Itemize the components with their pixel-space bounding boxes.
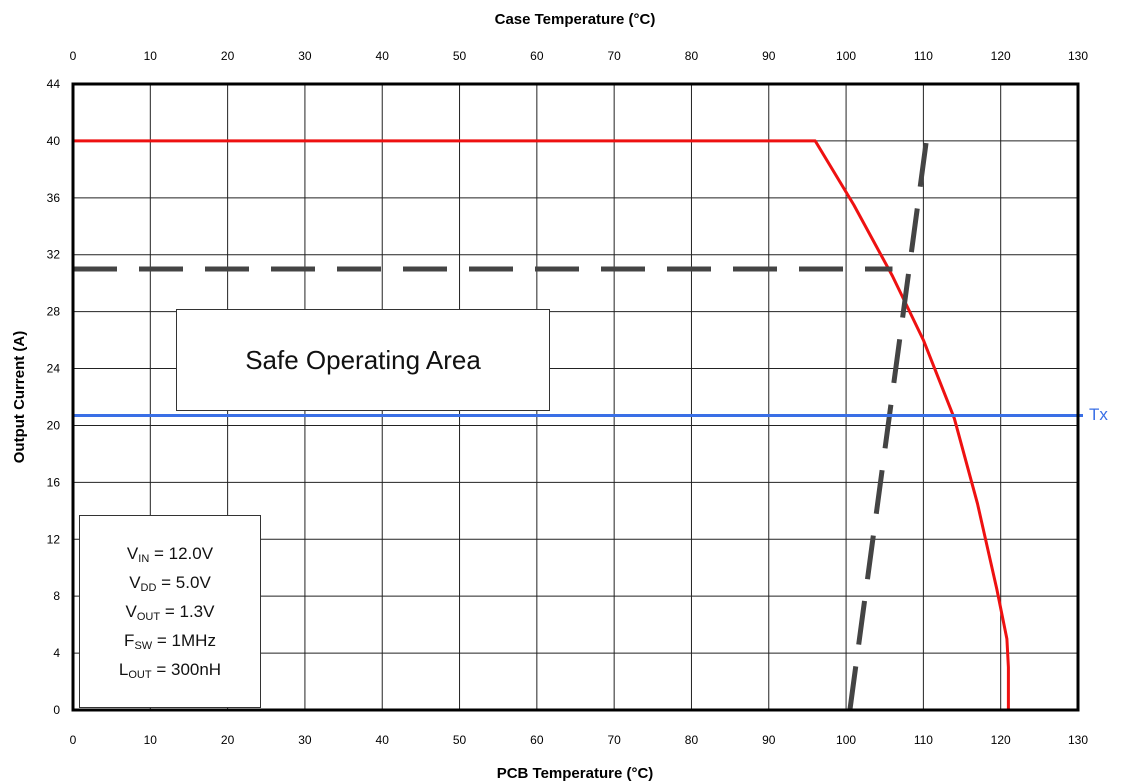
- condition-subscript: OUT: [136, 611, 161, 623]
- y-tick-label: 16: [47, 475, 61, 489]
- series-line-0: [73, 139, 1010, 710]
- condition-value: = 300nH: [151, 660, 222, 679]
- y-tick-label: 0: [53, 703, 60, 717]
- tx-line-label: Tx: [1089, 405, 1108, 424]
- condition-symbol: F: [124, 631, 135, 650]
- x-tick-label: 50: [453, 733, 467, 747]
- x-axis-title: PCB Temperature (°C): [497, 765, 654, 782]
- x-tick-label: 130: [1068, 733, 1088, 747]
- x2-tick-label: 90: [762, 49, 776, 63]
- x-tick-label: 70: [607, 733, 621, 747]
- x-tick-label: 10: [144, 733, 158, 747]
- condition-value: = 1.3V: [160, 602, 215, 621]
- x-tick-label: 120: [991, 733, 1011, 747]
- x-tick-label: 0: [70, 733, 77, 747]
- condition-line: VIN = 12.0V: [127, 539, 213, 568]
- condition-symbol: V: [125, 602, 137, 621]
- x2-tick-label: 10: [144, 49, 158, 63]
- x-tick-label: 90: [762, 733, 776, 747]
- x2-tick-label: 110: [914, 49, 933, 63]
- y-tick-label: 12: [47, 532, 61, 546]
- y-tick-label: 40: [47, 134, 61, 148]
- y-tick-label: 20: [47, 418, 61, 432]
- y-tick-label: 24: [47, 362, 61, 376]
- x2-tick-label: 40: [376, 49, 390, 63]
- y-tick-label: 32: [47, 248, 61, 262]
- x2-tick-label: 0: [70, 49, 77, 63]
- y-axis-title: Output Current (A): [11, 331, 28, 463]
- x2-axis-title: Case Temperature (°C): [495, 11, 656, 28]
- x-tick-label: 60: [530, 733, 544, 747]
- x-tick-label: 80: [685, 733, 699, 747]
- y-tick-label: 36: [47, 191, 61, 205]
- condition-symbol: L: [118, 660, 129, 679]
- y-tick-label: 44: [47, 77, 61, 91]
- x2-tick-label: 50: [453, 49, 467, 63]
- x2-tick-label: 20: [221, 49, 235, 63]
- condition-subscript: SW: [134, 640, 153, 652]
- condition-subscript: OUT: [128, 669, 152, 681]
- condition-line: FSW = 1MHz: [124, 626, 216, 655]
- x2-tick-label: 120: [991, 49, 1011, 63]
- condition-symbol: V: [129, 573, 141, 592]
- condition-line: VOUT = 1.3V: [126, 597, 215, 626]
- condition-value: = 1MHz: [152, 631, 216, 650]
- x-tick-label: 100: [836, 733, 856, 747]
- condition-symbol: V: [126, 544, 139, 563]
- x-tick-label: 110: [914, 733, 933, 747]
- x2-tick-label: 70: [607, 49, 621, 63]
- x2-tick-label: 30: [298, 49, 312, 63]
- condition-subscript: DD: [140, 582, 157, 594]
- condition-line: LOUT = 300nH: [119, 655, 221, 684]
- condition-value: = 12.0V: [149, 544, 214, 563]
- y-tick-label: 8: [53, 589, 60, 603]
- plot-frame: [71, 82, 1080, 712]
- series-line-2: [847, 133, 930, 711]
- condition-line: VDD = 5.0V: [129, 568, 211, 597]
- conditions-box: VIN = 12.0V VDD = 5.0V VOUT = 1.3V FSW = 1M…: [79, 515, 261, 708]
- x2-tick-label: 60: [530, 49, 544, 63]
- x-tick-label: 20: [221, 733, 235, 747]
- condition-subscript: IN: [138, 553, 150, 565]
- x-tick-label: 40: [376, 733, 390, 747]
- x2-tick-label: 80: [685, 49, 699, 63]
- safe-operating-area-box: Safe Operating Area: [176, 309, 550, 411]
- x2-tick-label: 130: [1068, 49, 1088, 63]
- y-tick-label: 28: [47, 305, 61, 319]
- x2-tick-label: 100: [836, 49, 856, 63]
- y-tick-label: 4: [53, 646, 60, 660]
- series-lines: [73, 133, 1083, 711]
- condition-value: = 5.0V: [156, 573, 211, 592]
- safe-operating-area-label: Safe Operating Area: [245, 344, 481, 375]
- x-tick-label: 30: [298, 733, 312, 747]
